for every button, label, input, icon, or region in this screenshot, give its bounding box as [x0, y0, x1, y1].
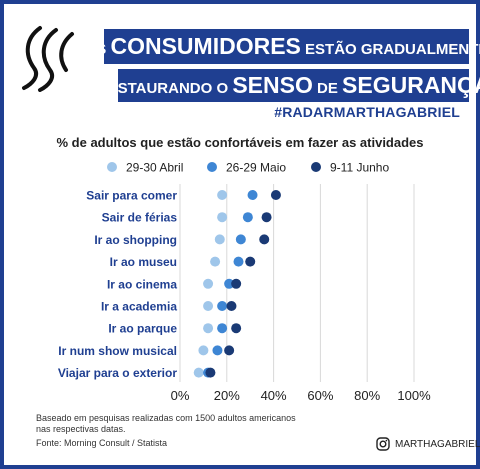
- point-s1-1: [242, 212, 253, 223]
- x-tick-label-1: 20%: [214, 388, 240, 403]
- instagram-credit: MARTHAGABRIEL: [376, 437, 480, 451]
- point-s2-1: [261, 212, 272, 223]
- point-s2-6: [231, 323, 242, 334]
- point-s0-3: [210, 256, 221, 267]
- line2-segment-0: RESTAURANDO O: [96, 80, 233, 97]
- point-s1-7: [212, 345, 223, 356]
- category-label-1: Sair de férias: [102, 211, 178, 225]
- point-s0-7: [198, 345, 209, 356]
- swirl-logo-icon: [22, 26, 74, 92]
- footnote: Baseado em pesquisas realizadas com 1500…: [36, 413, 336, 435]
- footnote-line-2: nas respectivas datas.: [36, 424, 126, 434]
- legend-label-0: 29-30 Abril: [126, 161, 183, 175]
- point-s1-4: [224, 278, 235, 289]
- point-s0-2: [214, 234, 225, 245]
- category-label-3: Ir ao museu: [110, 255, 177, 269]
- legend-marker-0: [107, 162, 117, 172]
- point-s2-0: [270, 190, 281, 200]
- category-label-8: Viajar para o exterior: [58, 366, 178, 380]
- line2-segment-3: SEGURANÇA: [342, 72, 480, 98]
- legend-marker-1: [207, 162, 217, 172]
- line1-segment-1: CONSUMIDORES: [110, 33, 301, 59]
- hashtag: #RADARMARTHAGABRIEL: [274, 104, 460, 120]
- line2-segment-2: DE: [312, 80, 343, 97]
- point-s0-4: [203, 278, 214, 289]
- point-s0-1: [217, 212, 228, 223]
- point-s1-2: [235, 234, 246, 245]
- dot-plot-chart: % de adultos que estão confortáveis em f…: [56, 135, 431, 403]
- category-label-6: Ir ao parque: [108, 322, 177, 336]
- headline-line-1: OS CONSUMIDORES ESTÃO GRADUALMENTE: [85, 29, 480, 64]
- point-s1-3: [233, 256, 244, 267]
- footnote-line-1: Baseado em pesquisas realizadas com 1500…: [36, 413, 296, 423]
- category-label-0: Sair para comer: [86, 189, 177, 203]
- legend-label-2: 9-11 Junho: [330, 161, 389, 175]
- category-label-4: Ir ao cinema: [107, 277, 177, 291]
- legend-marker-2: [311, 162, 321, 172]
- line1-segment-0: OS: [84, 41, 111, 58]
- point-s2-8: [205, 367, 216, 378]
- point-s0-0: [217, 190, 228, 200]
- point-s1-0: [247, 190, 258, 200]
- x-tick-label-0: 0%: [171, 388, 190, 403]
- legend-label-1: 26-29 Maio: [226, 161, 286, 175]
- point-s2-2: [259, 234, 270, 245]
- chart-title: % de adultos que estão confortáveis em f…: [56, 135, 423, 150]
- point-s2-3: [245, 256, 256, 267]
- point-s2-4: [231, 278, 242, 289]
- x-tick-label-5: 100%: [397, 388, 431, 403]
- point-s2-5: [226, 301, 237, 311]
- point-s1-5: [217, 301, 228, 311]
- line2-segment-1: SENSO: [232, 72, 313, 98]
- point-s2-7: [224, 345, 235, 356]
- point-s1-6: [217, 323, 228, 334]
- x-tick-label-4: 80%: [354, 388, 380, 403]
- instagram-icon: [376, 437, 390, 451]
- point-s0-5: [203, 301, 214, 311]
- category-label-2: Ir ao shopping: [94, 233, 177, 247]
- category-label-5: Ir a academia: [101, 300, 177, 314]
- headline-line-2: RESTAURANDO O SENSO DE SEGURANÇA: [97, 69, 480, 102]
- source-text: Fonte: Morning Consult / Statista: [36, 438, 168, 448]
- point-s0-8: [193, 367, 204, 378]
- instagram-handle: MARTHAGABRIEL: [395, 438, 480, 450]
- x-tick-label-2: 40%: [261, 388, 287, 403]
- point-s0-6: [203, 323, 214, 334]
- line1-segment-2: ESTÃO GRADUALMENTE: [300, 41, 480, 58]
- category-label-7: Ir num show musical: [58, 344, 177, 358]
- x-tick-label-3: 60%: [307, 388, 333, 403]
